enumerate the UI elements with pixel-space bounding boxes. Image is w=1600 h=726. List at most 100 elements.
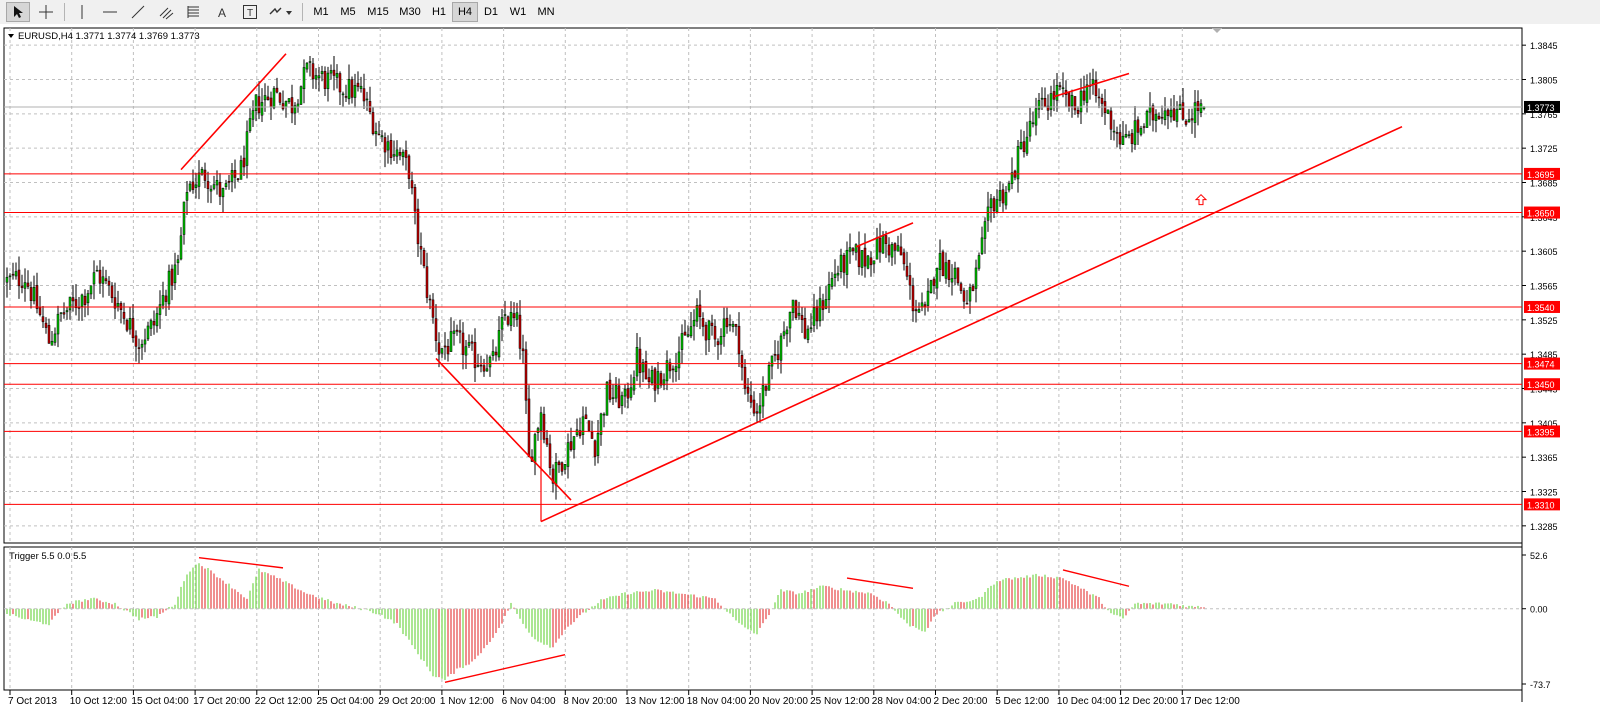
candle <box>491 339 495 361</box>
candle <box>23 268 27 302</box>
candle-body <box>461 332 465 355</box>
x-tick-label: 18 Nov 04:00 <box>687 696 747 707</box>
candle <box>377 121 381 136</box>
candle-body <box>410 180 414 189</box>
candle <box>365 91 369 111</box>
timeframe-m5[interactable]: M5 <box>340 6 356 18</box>
candle-body <box>260 102 264 116</box>
y-tick-label: 1.3325 <box>1530 488 1558 498</box>
candle-body <box>791 299 795 313</box>
candle-body <box>1076 110 1080 114</box>
candle-body <box>407 155 411 179</box>
candle-body <box>296 103 300 108</box>
candle-body <box>317 75 321 79</box>
candle <box>617 378 621 409</box>
timeframe-h4[interactable]: H4 <box>452 2 478 22</box>
candle-body <box>779 335 783 361</box>
candle-body <box>992 198 996 212</box>
candle <box>1016 139 1020 193</box>
candle-body <box>1145 110 1149 128</box>
timeframe-h1[interactable]: H1 <box>431 6 447 18</box>
fibonacci-channel-icon[interactable] <box>154 2 178 22</box>
candle <box>248 108 252 133</box>
x-tick-label: 2 Dec 20:00 <box>934 696 988 707</box>
candle-body <box>548 443 552 469</box>
candle-body <box>884 235 888 244</box>
candle-body <box>1106 109 1110 114</box>
candle-body <box>20 285 24 288</box>
timeframe-mn[interactable]: MN <box>537 6 555 18</box>
candle-body <box>572 436 576 450</box>
candle <box>521 334 525 364</box>
candle-body <box>17 269 21 287</box>
candle-body <box>926 290 930 306</box>
text-label-icon[interactable]: T <box>238 2 262 22</box>
level-price-label: 1.3310 <box>1527 500 1555 510</box>
candle <box>374 122 378 147</box>
candle <box>443 332 447 360</box>
candle <box>866 254 870 270</box>
candle <box>566 433 570 479</box>
candle <box>311 58 315 89</box>
indicator-y-tick-label: -73.7 <box>1530 680 1551 690</box>
candle-body <box>326 72 330 90</box>
candle <box>830 272 834 290</box>
timeframe-d1[interactable]: D1 <box>483 6 499 18</box>
candle <box>749 381 753 408</box>
candle <box>1001 183 1005 212</box>
candle-body <box>1130 133 1134 144</box>
current-price-label: 1.3773 <box>1527 103 1555 113</box>
candle-body <box>719 336 723 345</box>
candle-body <box>875 237 879 260</box>
candle-body <box>950 278 954 283</box>
vertical-line-icon[interactable] <box>70 2 94 22</box>
candle <box>668 358 672 379</box>
candle <box>662 373 666 391</box>
timeframe-m30[interactable]: M30 <box>399 6 421 18</box>
candle-body <box>668 362 672 372</box>
candle <box>407 154 411 189</box>
candle <box>383 132 387 168</box>
candle-body <box>308 61 312 63</box>
crosshair-icon[interactable] <box>34 2 58 22</box>
timeframe-m1[interactable]: M1 <box>313 6 329 18</box>
y-tick-label: 1.3845 <box>1530 41 1558 51</box>
candle <box>587 420 591 433</box>
up-arrow-icon <box>1194 193 1208 206</box>
candle <box>410 171 414 195</box>
candle <box>665 350 669 391</box>
candle-body <box>440 348 444 354</box>
horizontal-line-icon[interactable] <box>98 2 122 22</box>
chart-shift-icon[interactable] <box>1212 28 1222 33</box>
candle-body <box>734 324 738 327</box>
candle <box>473 328 477 382</box>
candle-body <box>938 253 942 270</box>
timeframe-w1[interactable]: W1 <box>509 6 527 18</box>
dropdown-triangle-icon[interactable] <box>8 34 14 38</box>
candle-body <box>68 296 72 311</box>
candle-body <box>542 413 546 440</box>
candle-body <box>866 255 870 269</box>
candle-body <box>1148 107 1152 113</box>
candle-body <box>914 309 918 312</box>
candle <box>980 226 984 255</box>
trendline-icon[interactable] <box>126 2 150 22</box>
candle-body <box>740 355 744 368</box>
y-tick-label: 1.3565 <box>1530 282 1558 292</box>
candle <box>1166 108 1170 130</box>
timeframe-m15[interactable]: M15 <box>367 6 389 18</box>
candle-body <box>554 462 558 486</box>
candle <box>914 299 918 323</box>
candle-body <box>59 312 63 314</box>
cursor-icon[interactable] <box>6 2 30 22</box>
y-tick-label: 1.3285 <box>1530 522 1558 532</box>
text-icon[interactable]: A <box>210 2 234 22</box>
fibonacci-fan-icon[interactable] <box>182 2 206 22</box>
candle <box>236 177 240 182</box>
candle <box>770 355 774 380</box>
candle <box>1109 106 1113 141</box>
candle <box>1079 78 1083 124</box>
candle <box>896 235 900 252</box>
candle <box>740 350 744 381</box>
arrows-icon[interactable] <box>266 2 296 22</box>
